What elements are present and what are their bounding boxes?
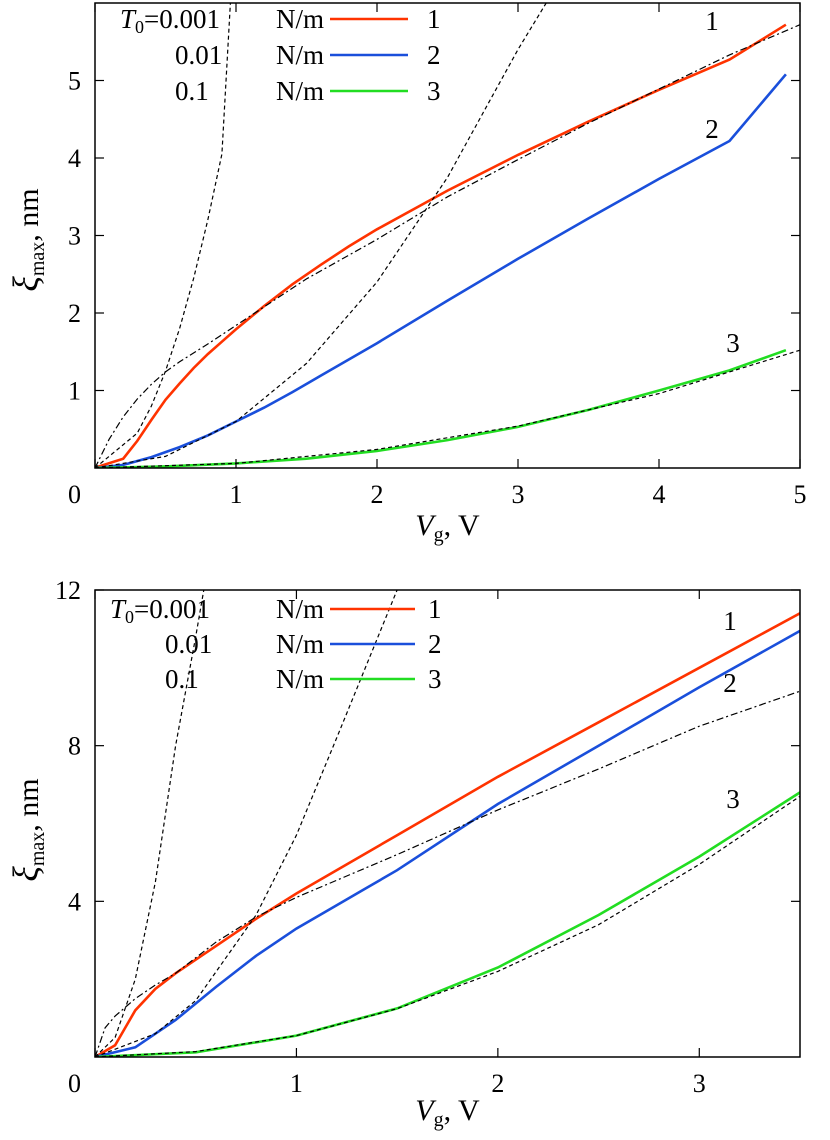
x-tick-label: 4 — [653, 480, 666, 509]
y-tick-label: 12 — [55, 576, 81, 605]
y-tick-label: 4 — [68, 144, 81, 173]
legend: T0=0.001 N/m 1 0.01 N/m 2 0.1 N/m 3 — [110, 594, 442, 694]
series-line-2 — [95, 73, 787, 468]
x-tick-label: 0 — [68, 1069, 81, 1098]
legend-unit: N/m — [276, 664, 324, 694]
legend-entry-2: 0.01 — [175, 40, 222, 70]
legend-entry-1: T0=0.001 — [110, 594, 210, 627]
x-tick-label: 2 — [371, 480, 384, 509]
x-axis-label: Vg, V — [415, 1094, 480, 1131]
curve-label-3: 3 — [726, 784, 740, 814]
legend-entry-3: 0.1 — [175, 76, 209, 106]
legend-number-3: 3 — [427, 76, 441, 106]
legend: T0=0.001 N/m 1 0.01 N/m 2 0.1 N/m 3 — [120, 4, 441, 106]
curve-label-2: 2 — [705, 114, 719, 144]
legend-number-3: 3 — [428, 664, 442, 694]
series-line-3 — [95, 348, 787, 468]
y-tick-label: 8 — [68, 732, 81, 761]
dashed-curve-4 — [95, 3, 547, 468]
chart-top: 1 2 3 4 5 0 1 2 3 4 5 Vg, V ξmax, nm T0=0.001 N/m 1 0.01… — [6, 2, 807, 546]
dashed-curve-5 — [95, 349, 800, 468]
series-line-2 — [95, 629, 800, 1057]
y-tick-label: 2 — [68, 299, 81, 328]
legend-entry-2: 0.01 — [165, 629, 212, 659]
plot-frame — [94, 2, 801, 469]
series-line-3 — [95, 791, 800, 1057]
x-axis-label: Vg, V — [415, 509, 480, 546]
x-tick-label: 1 — [230, 480, 243, 509]
x-tick-label: 1 — [290, 1069, 303, 1098]
legend-unit: N/m — [276, 40, 324, 70]
dashed-curve-5 — [95, 795, 800, 1057]
curve-label-1: 1 — [705, 6, 719, 36]
legend-number-1: 1 — [428, 594, 442, 624]
y-axis-label: ξmax, nm — [6, 778, 49, 881]
legend-unit: N/m — [276, 76, 324, 106]
series-line-1 — [96, 23, 787, 468]
legend-number-1: 1 — [427, 4, 441, 34]
dashed-curve-4 — [95, 590, 398, 1057]
dashdot-curve-6 — [95, 690, 800, 1057]
series-line-1 — [95, 612, 800, 1057]
y-axis-label: ξmax, nm — [6, 188, 49, 291]
x-tick-label: 0 — [68, 480, 81, 509]
legend-entry-3: 0.1 — [165, 664, 199, 694]
x-tick-label: 2 — [491, 1069, 504, 1098]
x-tick-label: 3 — [512, 480, 525, 509]
curve-label-2: 2 — [723, 668, 737, 698]
dashed-curve-3 — [95, 590, 205, 1057]
x-tick-label: 5 — [794, 480, 807, 509]
y-tick-label: 3 — [68, 222, 81, 251]
y-tick-label: 4 — [68, 887, 81, 916]
legend-number-2: 2 — [427, 40, 441, 70]
plot-frame — [94, 589, 801, 1058]
legend-number-2: 2 — [428, 629, 442, 659]
y-tick-label: 1 — [68, 377, 81, 406]
dashed-curve-3 — [95, 3, 231, 468]
legend-unit: N/m — [276, 629, 324, 659]
legend-unit: N/m — [276, 594, 324, 624]
curve-label-3: 3 — [726, 328, 740, 358]
curve-label-1: 1 — [723, 606, 737, 636]
x-tick-label: 3 — [693, 1069, 706, 1098]
legend-unit: N/m — [276, 4, 324, 34]
y-tick-label: 5 — [68, 67, 81, 96]
legend-entry-1: T0=0.001 — [120, 4, 220, 37]
